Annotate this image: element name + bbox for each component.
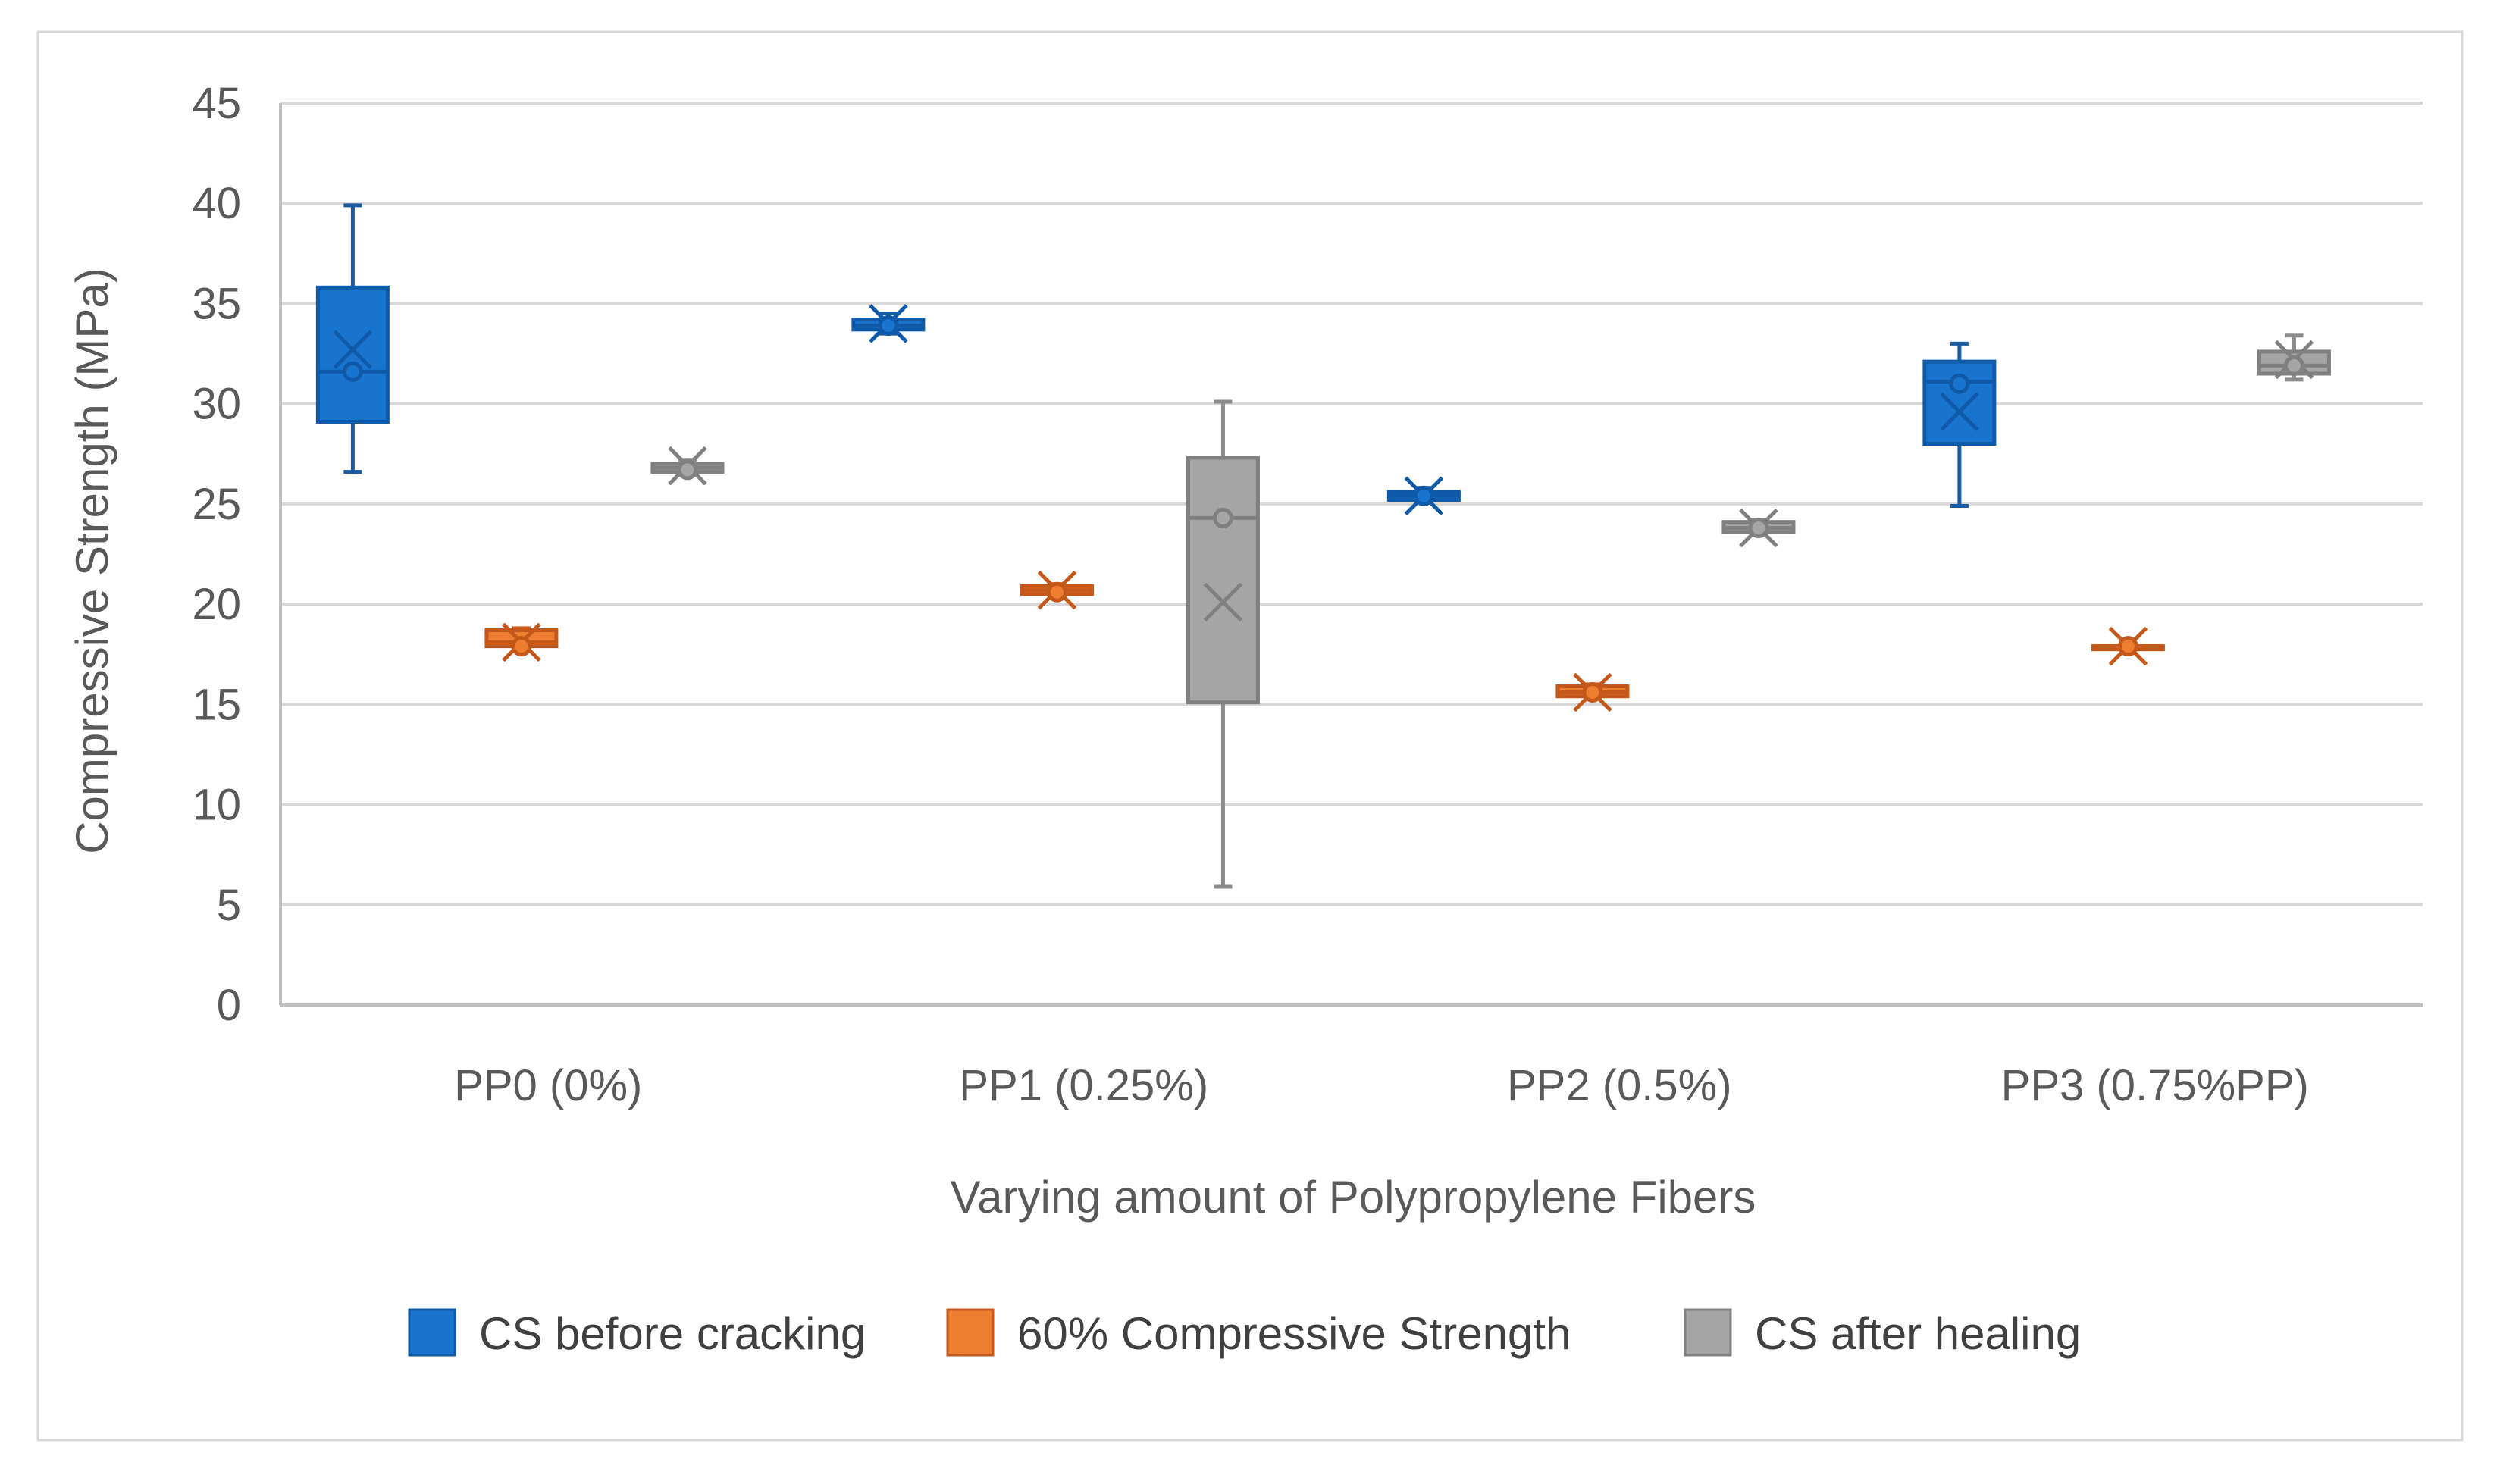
data-point: [878, 315, 899, 337]
legend-item-cs-before-cracking[interactable]: CS before cracking: [408, 1308, 866, 1359]
x-tick-label: PP2 (0.5%): [1507, 1061, 1732, 1110]
box-cs-after-healing-2: [1721, 508, 1796, 548]
plot-marks: [315, 203, 2331, 889]
legend-label-60-compressive-strength: 60% Compressive Strength: [1017, 1308, 1571, 1359]
mean-marker: [1940, 392, 1979, 432]
legend-swatch-60-compressive-strength: [946, 1308, 995, 1357]
box-cs-after-healing-3: [2257, 333, 2331, 382]
data-point: [1949, 373, 1970, 394]
box-body: [1922, 359, 1997, 446]
data-point: [342, 361, 363, 382]
box-body: [315, 285, 390, 424]
legend-swatch-cs-before-cracking: [408, 1308, 456, 1357]
x-tick-label: PP3 (0.75%PP): [2001, 1061, 2309, 1110]
x-tick-label: PP0 (0%): [454, 1061, 642, 1110]
legend-label-cs-after-healing: CS after healing: [1755, 1308, 2081, 1359]
box-60-compressive-strength-1: [1020, 570, 1094, 610]
y-tick-label: 45: [192, 79, 241, 128]
data-point: [511, 636, 532, 657]
y-tick-label: 40: [192, 179, 241, 228]
y-tick-label: 15: [192, 680, 241, 729]
chart-border: [36, 30, 2464, 1442]
y-tick-label: 0: [217, 981, 241, 1030]
data-point: [1212, 507, 1233, 528]
x-tick-label: PP1 (0.25%): [959, 1061, 1208, 1110]
data-point: [1413, 485, 1434, 506]
x-axis-ticks: PP0 (0%) PP1 (0.25%) PP2 (0.5%) PP3 (0.75%P…: [454, 1061, 2309, 1110]
mean-marker: [1203, 582, 1243, 622]
box-60-compressive-strength-0: [484, 622, 559, 662]
y-axis-title: Compressive Strength (MPa): [67, 268, 117, 854]
data-point: [2117, 636, 2138, 657]
legend-swatch-cs-after-healing: [1684, 1308, 1732, 1357]
box-cs-before-cracking-3: [1922, 341, 1997, 509]
box-cs-after-healing-1: [1186, 399, 1260, 889]
grid-lines: [279, 102, 2423, 1007]
data-point: [1748, 518, 1769, 539]
mean-marker: [333, 330, 373, 370]
data-point: [677, 459, 698, 481]
box-60-compressive-strength-2: [1555, 672, 1630, 712]
y-tick-label: 20: [192, 580, 241, 629]
y-tick-label: 10: [192, 781, 241, 830]
legend-item-cs-after-healing[interactable]: CS after healing: [1684, 1308, 2081, 1359]
data-point: [1046, 581, 1067, 603]
y-tick-label: 35: [192, 279, 241, 328]
y-axis-ticks: 0 5 10 15 20 25 30 35 40 45: [192, 79, 241, 1030]
box-cs-before-cracking-0: [315, 203, 390, 474]
data-point: [2283, 355, 2304, 376]
data-point: [1582, 681, 1603, 703]
box-body: [1186, 456, 1260, 705]
box-cs-after-healing-0: [650, 446, 725, 486]
box-60-compressive-strength-3: [2091, 626, 2165, 666]
y-tick-label: 5: [217, 881, 241, 930]
y-tick-label: 30: [192, 380, 241, 429]
legend-label-cs-before-cracking: CS before cracking: [479, 1308, 866, 1359]
x-axis-title: Varying amount of Polypropylene Fibers: [951, 1172, 1756, 1223]
y-tick-label: 25: [192, 480, 241, 529]
box-cs-before-cracking-2: [1386, 476, 1461, 516]
legend-item-60-compressive-strength[interactable]: 60% Compressive Strength: [946, 1308, 1571, 1359]
box-cs-before-cracking-1: [851, 304, 926, 343]
legend: CS before cracking 60% Compressive Stren…: [408, 1308, 2081, 1359]
